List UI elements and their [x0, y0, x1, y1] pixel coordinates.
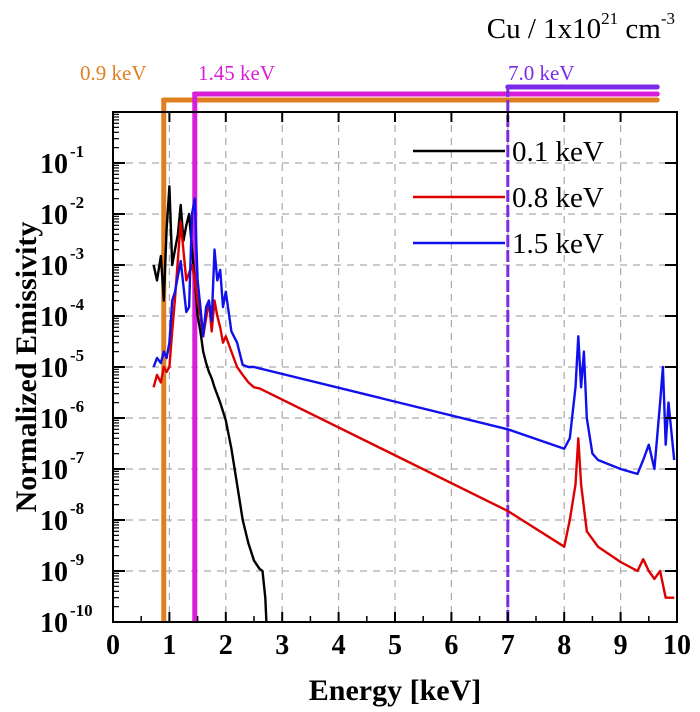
- y-tick-label-9: 10: [40, 149, 68, 180]
- marker-label-1: 1.45 keV: [198, 61, 275, 85]
- y-tick-exponent-5: -5: [70, 346, 84, 365]
- y-tick-label-2: 10: [40, 506, 68, 537]
- x-tick-label-0: 0: [106, 630, 120, 661]
- marker-label-2: 7.0 keV: [508, 61, 575, 85]
- x-tick-label-9: 9: [614, 630, 628, 661]
- series-lines: [152, 185, 676, 623]
- y-axis-title: Normalized Emissivity: [10, 222, 43, 513]
- y-tick-label-3: 10: [40, 455, 68, 486]
- x-tick-label-2: 2: [219, 630, 233, 661]
- x-tick-label-7: 7: [501, 630, 515, 661]
- x-tick-label-8: 8: [557, 630, 571, 661]
- marker-label-0: 0.9 keV: [80, 61, 147, 85]
- legend: 0.1 keV 0.8 keV 1.5 keV: [413, 136, 604, 260]
- title-mid: cm: [618, 13, 661, 45]
- y-tick-exponent-3: -7: [70, 448, 85, 467]
- y-tick-exponent-9: -1: [70, 142, 84, 161]
- y-tick-exponent-7: -3: [70, 244, 84, 263]
- x-tick-label-4: 4: [332, 630, 346, 661]
- title-main: Cu / 1x10: [487, 13, 601, 45]
- y-tick-exponent-0: -10: [70, 601, 93, 620]
- x-tick-label-5: 5: [388, 630, 402, 661]
- legend-label-0: 0.1 keV: [512, 136, 604, 168]
- y-tick-label-8: 10: [40, 200, 68, 231]
- series-line-1: [152, 220, 675, 599]
- y-tick-label-0: 10: [40, 608, 68, 639]
- energy-markers: 0.9 keV 1.45 keV 7.0 keV: [80, 61, 660, 622]
- series-line-2: [152, 197, 676, 476]
- y-tick-exponent-1: -9: [70, 550, 84, 569]
- chart-title: Cu / 1x1021 cm-3: [487, 9, 675, 45]
- x-tick-label-3: 3: [275, 630, 289, 661]
- y-tick-exponent-6: -4: [70, 295, 85, 314]
- y-tick-label-5: 10: [40, 353, 68, 384]
- y-tick-label-1: 10: [40, 557, 68, 588]
- x-tick-label-10: 10: [663, 630, 691, 661]
- x-tick-label-1: 1: [162, 630, 176, 661]
- series-line-0: [152, 185, 268, 623]
- y-tick-exponent-8: -2: [70, 193, 84, 212]
- y-tick-label-6: 10: [40, 302, 68, 333]
- y-tick-label-7: 10: [40, 251, 68, 282]
- title-sup1: 21: [601, 9, 618, 28]
- legend-label-1: 0.8 keV: [512, 182, 604, 214]
- title-sup2: -3: [661, 9, 675, 28]
- y-tick-label-4: 10: [40, 404, 68, 435]
- x-tick-label-6: 6: [444, 630, 458, 661]
- y-tick-exponent-2: -8: [70, 499, 84, 518]
- y-tick-exponent-4: -6: [70, 397, 84, 416]
- x-axis-title: Energy [keV]: [309, 674, 481, 707]
- legend-label-2: 1.5 keV: [512, 228, 604, 260]
